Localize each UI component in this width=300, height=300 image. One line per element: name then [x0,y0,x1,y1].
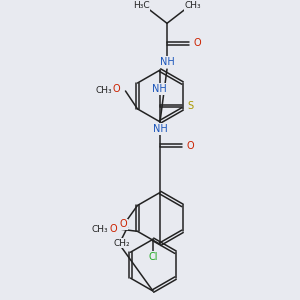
Text: O: O [113,84,120,94]
Text: O: O [120,219,127,230]
Text: NH: NH [160,57,174,67]
Text: O: O [110,224,117,234]
Text: CH₃: CH₃ [185,1,201,10]
Text: O: O [193,38,201,48]
Text: O: O [186,141,194,151]
Text: CH₂: CH₂ [113,239,130,248]
Text: CH₃: CH₃ [95,86,112,95]
Text: CH₃: CH₃ [91,225,108,234]
Text: Cl: Cl [148,252,158,262]
Text: NH: NH [153,124,167,134]
Text: NH: NH [152,84,166,94]
Text: H₃C: H₃C [133,1,149,10]
Text: S: S [187,101,193,111]
